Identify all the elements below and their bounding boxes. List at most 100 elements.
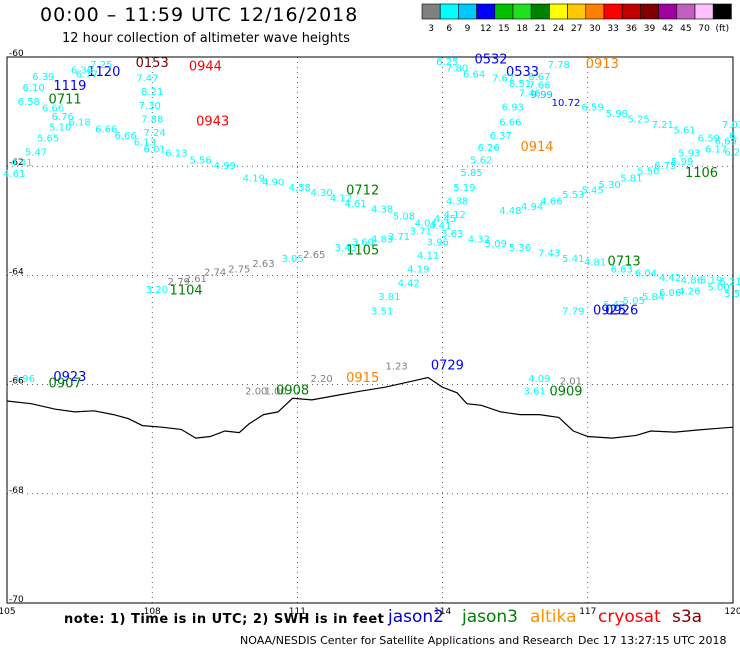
wave-height-value: 7.80 xyxy=(446,64,468,75)
wave-height-value: 7.43 xyxy=(538,248,560,259)
pass-time-label: 0712 xyxy=(346,184,379,199)
wave-height-value: 6.66 xyxy=(499,117,521,128)
wave-height-value: 2.74 xyxy=(204,267,226,278)
wave-height-value: 5.56 xyxy=(189,156,211,167)
wave-height-value: 7.67 xyxy=(492,74,514,85)
pass-time-label: 0729 xyxy=(431,358,464,373)
color-scale-label: 24 xyxy=(553,24,565,34)
wave-height-value: 4.61 xyxy=(344,199,366,210)
pass-time-label: 0711 xyxy=(49,92,82,107)
wave-height-value: 4.09 xyxy=(528,374,550,385)
wave-height-value: 2.20 xyxy=(310,374,332,385)
wave-height-value: 7.47 xyxy=(136,74,158,85)
wave-height-value: 3.96 xyxy=(13,374,35,385)
pass-time-label: 0943 xyxy=(196,114,229,129)
page-title: 00:00 – 11:59 UTC 12/16/2018 xyxy=(40,4,359,26)
wave-height-value: 6.25 xyxy=(436,57,458,68)
wave-height-value: 6.01 xyxy=(143,145,165,156)
wave-height-value: 6.13 xyxy=(134,138,156,149)
wave-height-value: 5.99 xyxy=(671,157,693,168)
wave-height-value: 7.78 xyxy=(548,60,570,71)
wave-height-value: 5.98 xyxy=(606,109,628,120)
wave-height-value: 7.79 xyxy=(562,307,584,318)
wave-height-value: 6.77 xyxy=(76,70,98,81)
color-scale-label: 36 xyxy=(626,24,638,34)
wave-height-value: 4.42 xyxy=(659,273,681,284)
wave-height-value: 2.01 xyxy=(560,377,582,388)
pass-time-label: 0915 xyxy=(346,371,379,386)
longitude-tick-label: 105 xyxy=(0,607,16,617)
wave-height-value: 6.39 xyxy=(32,72,54,83)
wave-height-value: 5.09 xyxy=(485,239,507,250)
wave-height-value: 4.19 xyxy=(407,265,429,276)
color-scale-label: 18 xyxy=(516,24,528,34)
wave-height-value: 4.81 xyxy=(584,258,606,269)
wave-height-value: 5.47 xyxy=(25,147,47,158)
wave-height-value: 5.61 xyxy=(673,125,695,136)
wave-height-value: 6.04 xyxy=(635,269,657,280)
wave-height-value: 5.25 xyxy=(627,115,649,126)
pass-time-label: 0713 xyxy=(608,255,641,270)
color-scale-label: 39 xyxy=(644,24,656,34)
wave-height-value: 6.59 xyxy=(698,134,720,145)
wave-height-value: 6.66 xyxy=(114,131,136,142)
wave-height-value: 4.30 xyxy=(310,188,332,199)
wave-height-value: 1.00 xyxy=(264,386,286,397)
wave-height-value: 4.45 xyxy=(434,214,456,225)
wave-height-value: 3.60 xyxy=(352,237,374,248)
wave-height-value: 7.25 xyxy=(90,60,112,71)
wave-height-value: 6.37 xyxy=(490,131,512,142)
wave-height-value: 6.66 xyxy=(95,124,117,135)
wave-height-value: 5.50 xyxy=(637,166,659,177)
wave-height-value: 7.66 xyxy=(528,81,550,92)
wave-height-value: 3.05 xyxy=(281,254,303,265)
wave-height-value: 4.42 xyxy=(398,278,420,289)
wave-height-value: 5.41 xyxy=(562,254,584,265)
wave-height-value: 3.71 xyxy=(388,232,410,243)
legend-jason2: jason2 xyxy=(388,607,444,627)
wave-height-value: 4.12 xyxy=(330,194,352,205)
wave-height-value: 3.61 xyxy=(523,386,545,397)
wave-height-value: 4.66 xyxy=(540,196,562,207)
wave-height-value: 7.88 xyxy=(141,115,163,126)
color-scale-label: 42 xyxy=(662,24,673,34)
wave-height-value: 7.30 xyxy=(139,101,161,112)
color-scale-label: 70 xyxy=(698,24,710,34)
legend-cryosat: cryosat xyxy=(598,607,661,627)
latitude-tick-label: -64 xyxy=(9,267,24,277)
wave-height-value: 2.65 xyxy=(303,250,325,261)
longitude-tick-label: 120 xyxy=(724,607,740,617)
wave-height-value: 5.08 xyxy=(393,212,415,223)
wave-height-value: 10.72 xyxy=(552,98,581,109)
wave-height-value: 7.46 xyxy=(519,88,541,99)
map-frame xyxy=(6,56,734,604)
axis-ticks: 105 108 111 114 117 120 -60 -62 -64 -66 -68 -70 xyxy=(0,49,740,617)
wave-height-value: 5.65 xyxy=(37,134,59,145)
wave-height-value: 7.03 xyxy=(722,120,740,131)
longitude-tick-label: 108 xyxy=(144,607,161,617)
wave-height-value: 5.84 xyxy=(642,292,664,303)
color-scale-label: 9 xyxy=(465,24,471,34)
wave-height-value: 5.30 xyxy=(598,180,620,191)
pass-time-label: 0907 xyxy=(49,376,82,391)
color-scale-label: 45 xyxy=(680,24,691,34)
wave-height-value: 5.85 xyxy=(460,168,482,179)
legend-jason3: jason3 xyxy=(462,607,518,627)
wave-height-value: 3.63 xyxy=(441,229,463,240)
pass-time-label: 1104 xyxy=(170,284,203,299)
wave-height-value: 3.20 xyxy=(146,285,168,296)
pass-time-label: 0532 xyxy=(474,53,507,68)
wave-height-value: 6.11 xyxy=(729,131,740,142)
pass-time-label: 0926 xyxy=(605,304,638,319)
wave-height-value: 5.45 xyxy=(581,186,603,197)
wave-height-value: 6.29 xyxy=(724,147,740,158)
wave-height-value: 4.41 xyxy=(429,221,451,232)
wave-height-value: 6.76 xyxy=(52,112,74,123)
color-scale-label: 12 xyxy=(480,24,491,34)
color-scale-label: 30 xyxy=(589,24,601,34)
wave-height-value: 9.99 xyxy=(531,90,553,101)
color-scale-label: 15 xyxy=(498,24,509,34)
wave-height-value: 3.51 xyxy=(371,307,393,318)
color-scale-swatch xyxy=(712,3,732,20)
